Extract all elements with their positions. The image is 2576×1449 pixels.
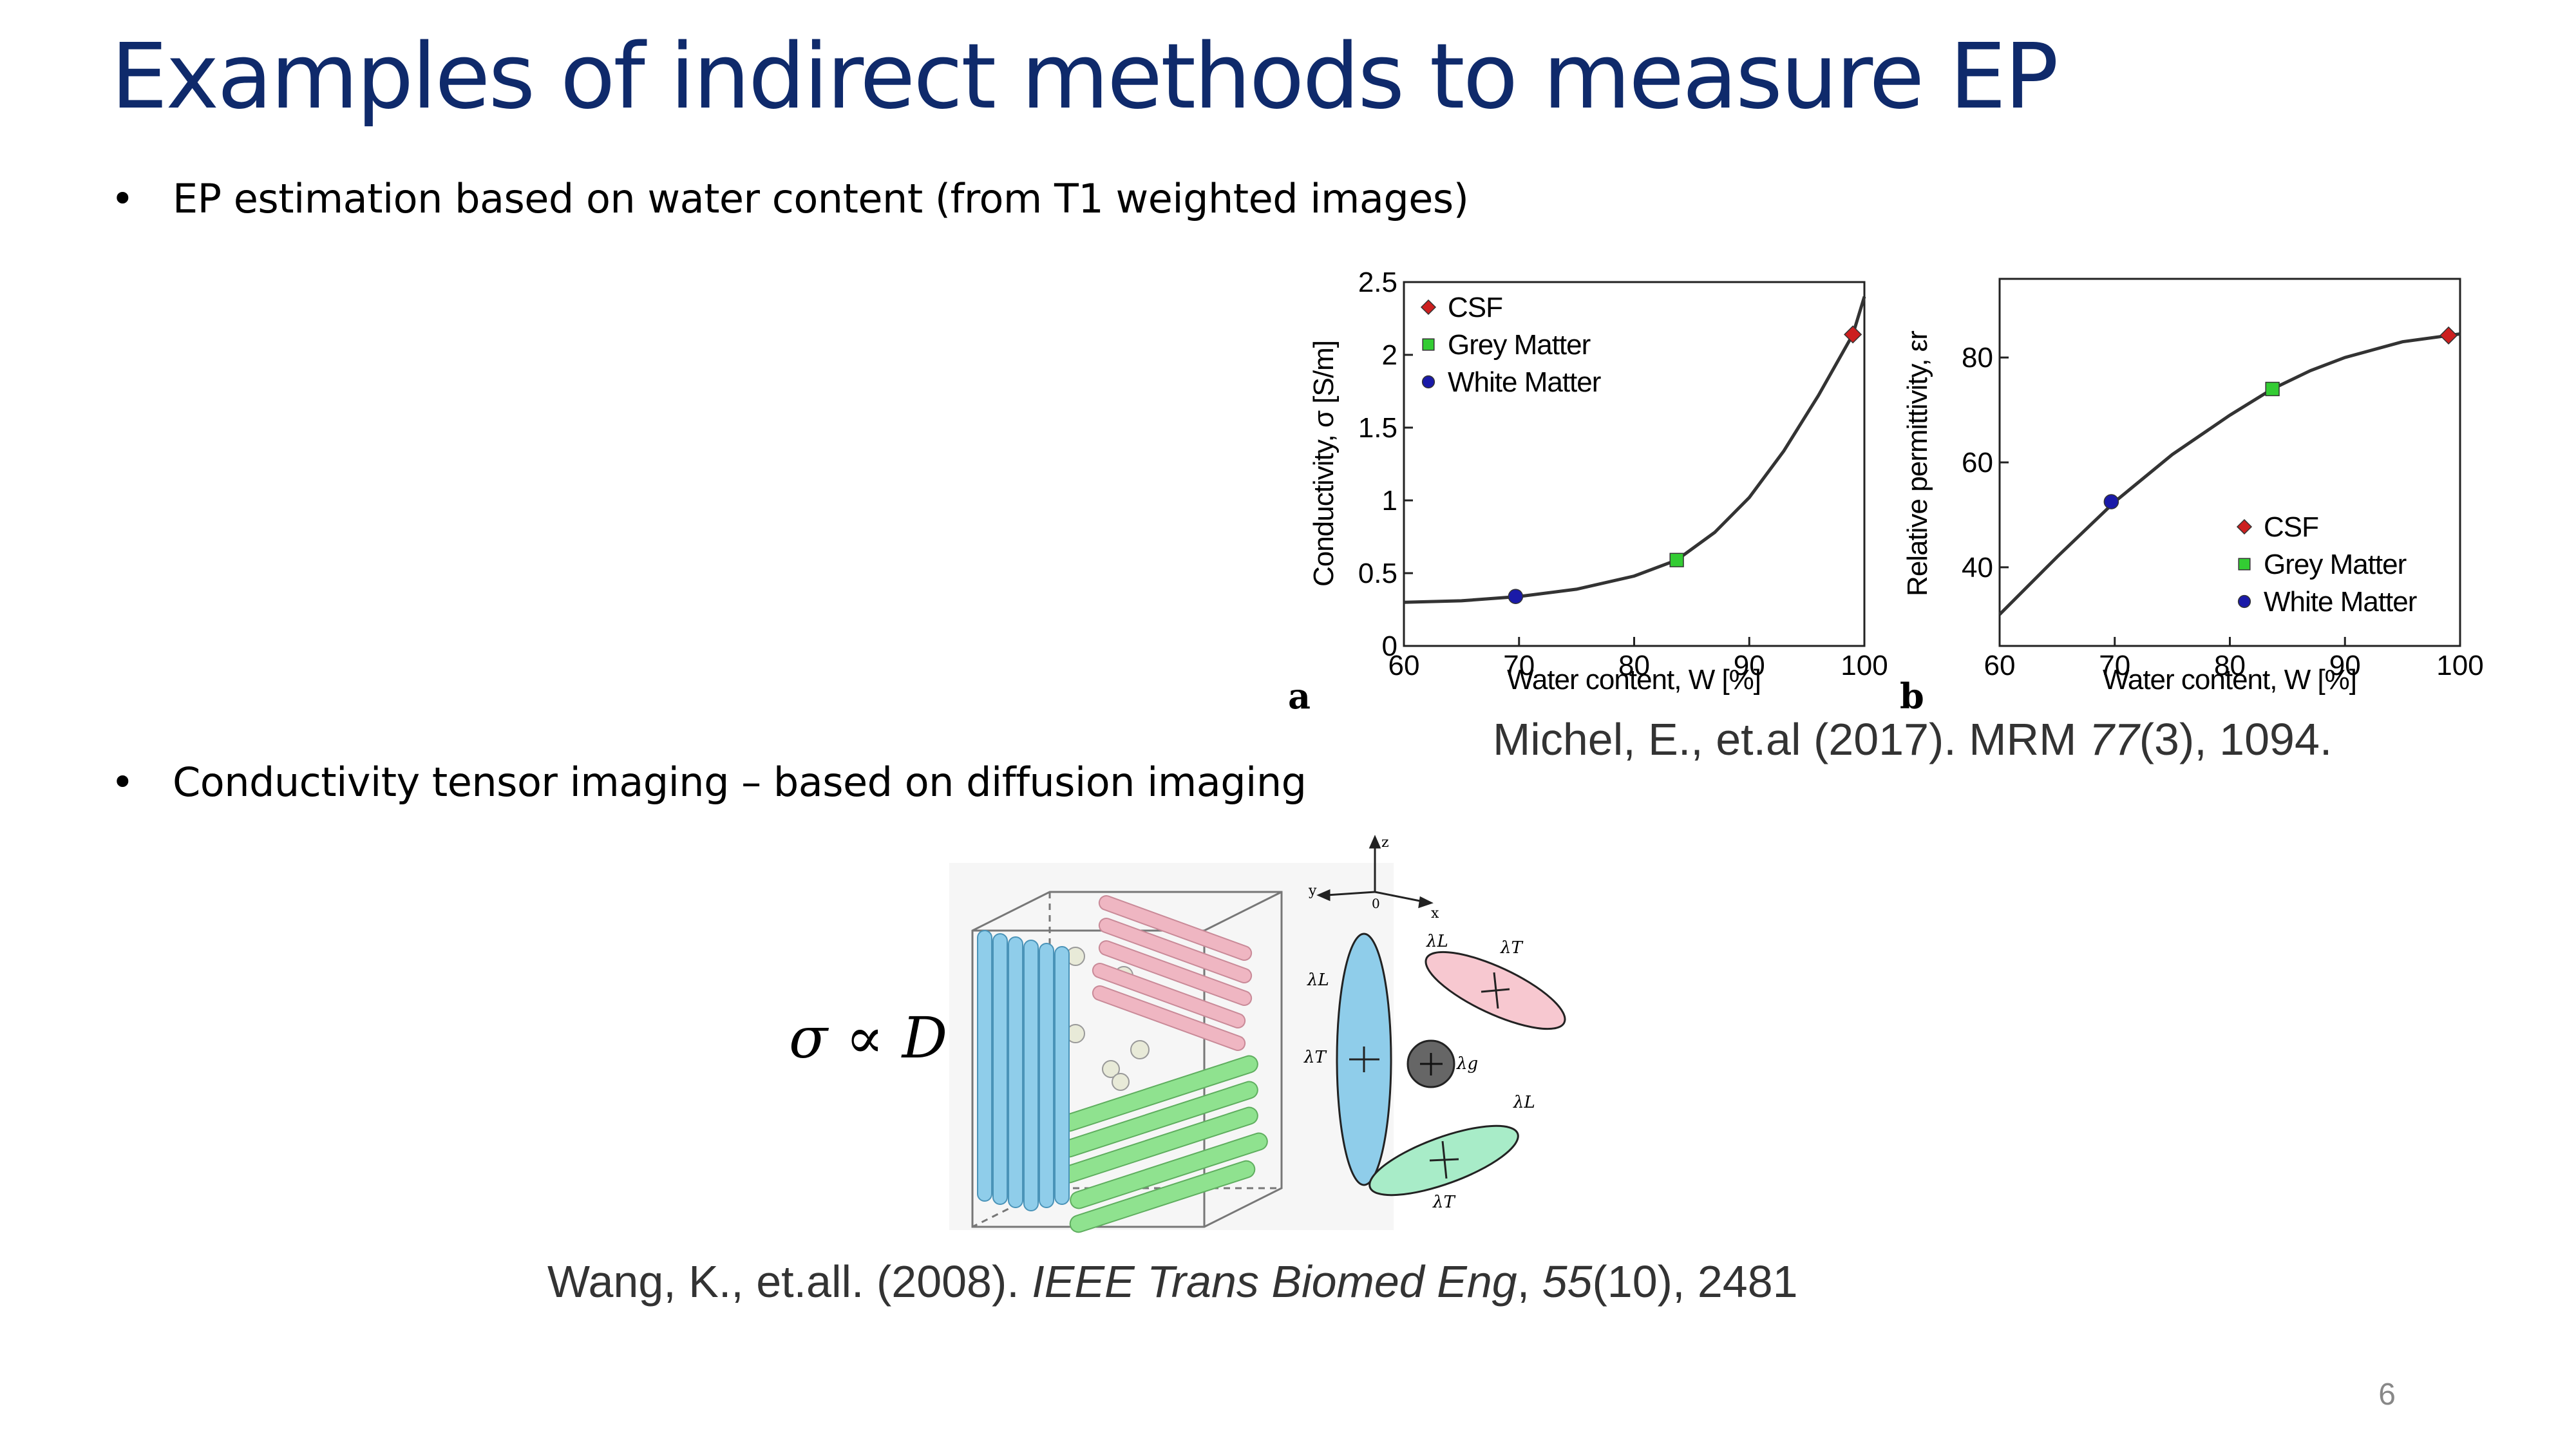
bullet-water-content: • EP estimation based on water content (f…: [111, 175, 1469, 222]
chart-permittivity: 60 70 80 90 100 40 60 80 CSF Grey Matter White Ma…: [1900, 278, 2484, 717]
citation-prefix: Michel, E., et.al (2017). MRM: [1493, 714, 2089, 764]
bullet-text: Conductivity tensor imaging – based on d…: [173, 759, 1307, 806]
data-point: [2103, 494, 2119, 509]
y-tick-label: 0.5: [1358, 558, 1397, 589]
x-axis-label: Water content, W [%]: [1507, 664, 1761, 696]
x-tick-label: 80: [1618, 650, 1650, 681]
grey-lambda-g: λg: [1456, 1054, 1478, 1074]
data-point: [2265, 381, 2280, 397]
grey-sphere-arrows: [1420, 1053, 1443, 1075]
x-tick-label: 90: [1734, 650, 1765, 681]
y-tick-label: 1: [1382, 485, 1397, 516]
pink-lambda-l: λL: [1426, 932, 1448, 951]
legend-marker: [2237, 594, 2251, 609]
y-axis-label: Conductivity, σ [S/m]: [1308, 341, 1340, 587]
y-tick-label: 2: [1382, 339, 1397, 371]
tick-labels: 60 70 80 90 100 40 60 80: [1962, 342, 2484, 681]
citation-volume: 55: [1542, 1256, 1593, 1307]
axis-origin-label: 0: [1372, 896, 1380, 911]
legend-label: CSF: [1448, 292, 1502, 323]
axis-z-label: z: [1381, 835, 1389, 851]
page-number: 6: [2378, 1378, 2396, 1412]
ticks: [1998, 356, 2461, 646]
x-tick-label: 80: [2214, 650, 2246, 681]
pink-ellipsoid-arrows: [1481, 972, 1510, 1009]
legend-label: Grey Matter: [1448, 329, 1591, 361]
citation-rest: (3), 1094.: [2139, 714, 2333, 764]
data-point: [1669, 553, 1684, 567]
bullet-conductivity-tensor: • Conductivity tensor imaging – based on …: [111, 759, 1307, 806]
x-tick-label: 70: [2099, 650, 2130, 681]
data-point: [1844, 325, 1862, 344]
data-point: [2439, 326, 2458, 345]
legend-label: CSF: [2264, 511, 2318, 543]
blue-ellipsoid-arrows: [1349, 1046, 1379, 1072]
coordinate-axes: [1316, 835, 1434, 909]
y-tick-label: 2.5: [1358, 267, 1397, 298]
bullet-text: EP estimation based on water content (fr…: [173, 175, 1469, 222]
x-tick-label: 100: [1841, 650, 1888, 681]
legend: CSF Grey Matter White Matter: [2236, 511, 2418, 618]
legend: CSF Grey Matter White Matter: [1420, 292, 1602, 398]
axis-x-label: x: [1431, 905, 1439, 922]
blue-lambda-t: λT: [1303, 1048, 1327, 1067]
chart-conductivity: 60 70 80 90 100 0 0.5 1 1.5 2 2.5 CSF Grey Matter Wh…: [1288, 267, 1888, 717]
axis-y-label: y: [1308, 883, 1317, 899]
plot-frame: [1998, 278, 2461, 647]
green-lambda-t: λT: [1432, 1193, 1455, 1212]
y-tick-label: 1.5: [1358, 412, 1397, 444]
panel-label-a: a: [1288, 676, 1311, 717]
y-tick-label: 60: [1962, 447, 1993, 478]
citation-prefix: Wang, K., et.all. (2008).: [547, 1256, 1032, 1307]
blue-fiber-bundle: [977, 930, 1070, 1211]
legend-label: White Matter: [1448, 366, 1601, 398]
slide-title: Examples of indirect methods to measure …: [111, 24, 2059, 129]
data-points: [1508, 325, 1862, 604]
ticks: [1403, 281, 1866, 647]
citation-volume: 77: [2088, 714, 2139, 764]
y-axis-label: Relative permittivity, εr: [1902, 331, 1933, 596]
x-tick-label: 60: [1388, 650, 1420, 681]
blue-lambda-l: λL: [1307, 971, 1329, 990]
x-tick-label: 70: [1503, 650, 1535, 681]
legend-marker: [1422, 338, 1435, 351]
legend-marker: [1420, 299, 1437, 316]
legend-label: White Matter: [2264, 586, 2417, 618]
citation-wang: Wang, K., et.all. (2008). IEEE Trans Bio…: [547, 1256, 1798, 1307]
legend-marker: [2238, 558, 2251, 571]
y-tick-label: 80: [1962, 342, 1993, 374]
data-point: [1508, 589, 1524, 604]
fit-curve: [1998, 332, 2461, 616]
panel-label-b: b: [1900, 676, 1924, 717]
citation-michel: Michel, E., et.al (2017). MRM 77(3), 109…: [1493, 714, 2332, 765]
green-lambda-l: λL: [1513, 1093, 1535, 1112]
pink-fiber-bundle: [1092, 895, 1253, 1051]
legend-label: Grey Matter: [2264, 549, 2407, 580]
y-tick-label: 40: [1962, 552, 1993, 583]
citation-rest: (10), 2481: [1592, 1256, 1798, 1307]
x-axis-label: Water content, W [%]: [2103, 664, 2356, 696]
tick-labels: 60 70 80 90 100 0 0.5 1 1.5 2 2.5: [1358, 267, 1888, 681]
plot-frame: [1403, 281, 1866, 647]
bullet-glyph: •: [111, 175, 135, 222]
x-tick-label: 60: [1984, 650, 2016, 681]
x-tick-label: 90: [2329, 650, 2361, 681]
citation-sep: ,: [1517, 1256, 1542, 1307]
bullet-glyph: •: [111, 759, 135, 806]
pink-lambda-t: λT: [1500, 938, 1523, 958]
citation-journal: IEEE Trans Biomed Eng: [1032, 1256, 1517, 1307]
y-tick-label: 0: [1382, 630, 1397, 662]
x-tick-label: 100: [2436, 650, 2483, 681]
legend-marker: [2236, 518, 2253, 535]
data-points: [2103, 326, 2458, 509]
green-ellipsoid-arrows: [1429, 1141, 1459, 1179]
formula-sigma-prop-d: σ ∝ D: [789, 1005, 948, 1071]
tensor-diagram: z y x 0 λL λT λg λL λT λL λT: [949, 835, 1566, 1233]
green-fiber-bundle: [1060, 1055, 1268, 1233]
legend-marker: [1421, 375, 1435, 389]
